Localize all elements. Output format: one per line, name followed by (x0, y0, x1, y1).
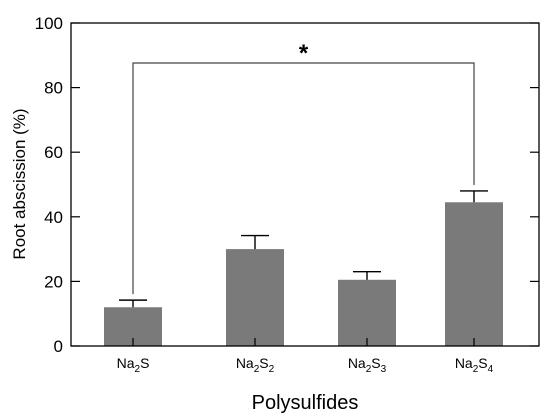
x-axis-title: Polysulfides (252, 392, 359, 414)
bar (338, 279, 396, 346)
x-category-label: Na2S (117, 355, 150, 375)
x-axis-categories: Na2S Na2S2 Na2S3 Na2S4 (117, 338, 494, 375)
x-category-label: Na2S2 (236, 355, 275, 375)
x-category-label: Na2S3 (348, 355, 387, 375)
plot-frame (70, 22, 540, 347)
y-tick-label: 80 (44, 79, 63, 98)
bar (445, 202, 503, 346)
y-tick-label: 60 (44, 143, 63, 162)
error-bars (119, 190, 488, 308)
y-axis-title: Root abscission (%) (10, 108, 29, 259)
bars (104, 202, 503, 346)
x-category-label: Na2S4 (455, 355, 494, 375)
y-tick-label: 0 (54, 337, 63, 356)
significance-marker: * (299, 40, 309, 67)
y-axis-ticks: 0 20 40 60 80 100 (35, 14, 539, 356)
y-tick-label: 40 (44, 208, 63, 227)
significance-bracket: * (132, 40, 475, 295)
y-tick-label: 100 (35, 14, 63, 33)
y-tick-label: 20 (44, 272, 63, 291)
significance-line (132, 62, 475, 295)
bar (226, 249, 284, 346)
